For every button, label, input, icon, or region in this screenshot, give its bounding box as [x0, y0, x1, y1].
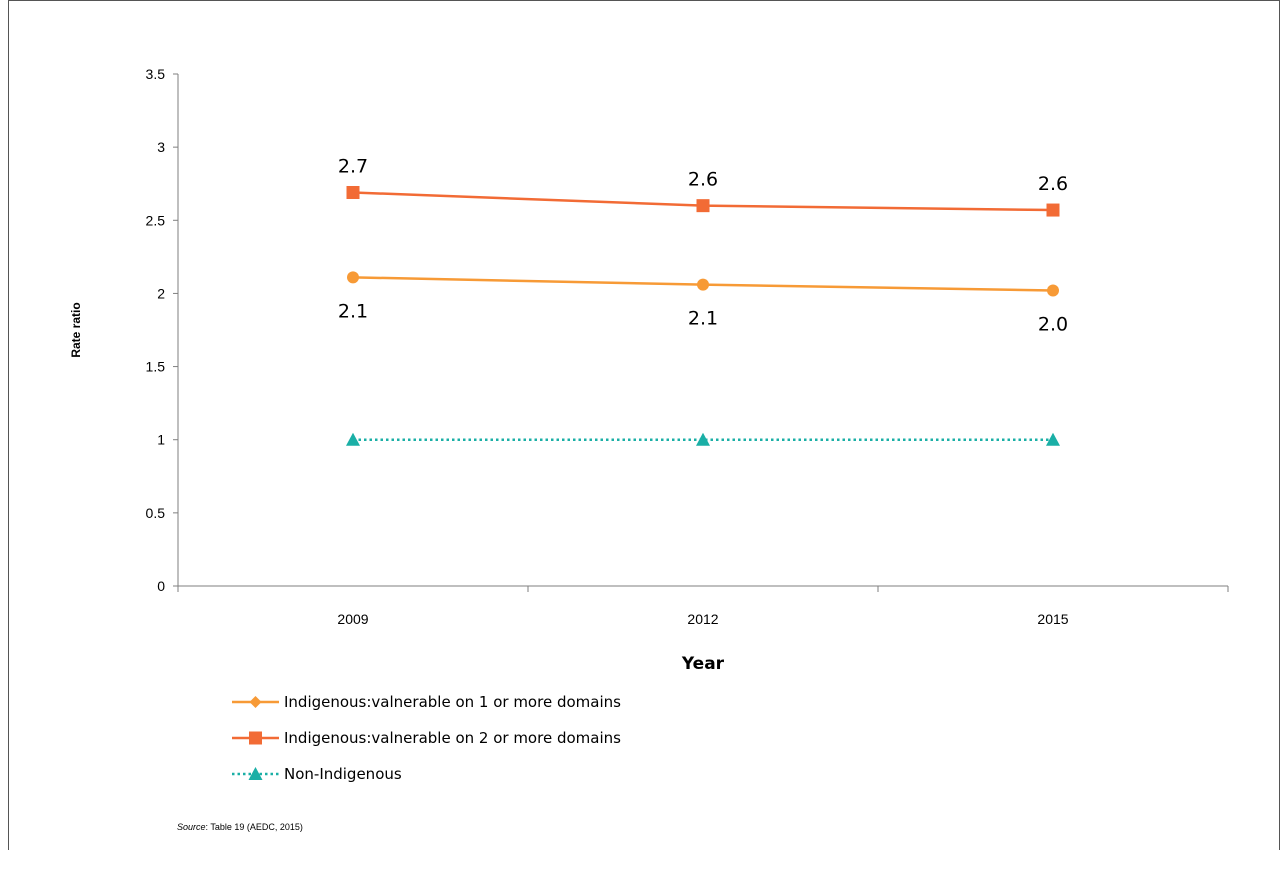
y-tick-label: 3 [157, 139, 165, 155]
y-axis-title: Rate ratio [69, 302, 83, 357]
data-label: 2.6 [688, 169, 718, 191]
data-point [1046, 432, 1060, 446]
legend-label: Indigenous:valnerable on 2 or more domai… [284, 729, 621, 747]
data-label: 2.7 [338, 155, 368, 177]
x-axis-title: Year [681, 654, 725, 674]
chart-frame [8, 0, 1280, 850]
chart-legend: Indigenous:valnerable on 1 or more domai… [232, 693, 621, 783]
y-tick-label: 0.5 [146, 505, 166, 521]
x-tick-label: 2015 [1037, 611, 1068, 627]
data-point [696, 199, 710, 213]
x-tick-label: 2009 [337, 611, 368, 627]
series-1 [347, 271, 1059, 297]
source-note: Source: Table 19 (AEDC, 2015) [177, 822, 303, 832]
data-point [696, 432, 710, 446]
legend-marker [249, 696, 262, 708]
series-2 [346, 185, 1060, 217]
data-point [347, 271, 359, 284]
legend-item: Indigenous:valnerable on 1 or more domai… [232, 693, 621, 711]
series-3 [346, 432, 1060, 446]
data-point [346, 432, 360, 446]
legend-item: Indigenous:valnerable on 2 or more domai… [232, 729, 621, 747]
legend-marker [249, 731, 262, 745]
y-tick-label: 0 [157, 578, 165, 594]
data-label: 2.6 [1038, 173, 1068, 195]
legend-item: Non-Indigenous [232, 765, 402, 783]
data-point [1047, 284, 1059, 297]
y-tick-label: 2.5 [146, 212, 166, 228]
source-prefix: Source [177, 822, 206, 832]
data-point [1046, 203, 1060, 217]
y-tick-label: 1 [157, 432, 165, 448]
y-tick-label: 2 [157, 285, 165, 301]
y-tick-label: 1.5 [146, 359, 166, 375]
chart-axes: 0 0.5 1 1.5 2 2.5 3 3.5 2009 2012 2015 Rate ratio Ye… [69, 66, 1229, 674]
y-tick-label: 3.5 [146, 66, 166, 82]
x-tick-label: 2012 [687, 611, 718, 627]
data-label: 2.1 [338, 300, 368, 322]
chart-series [346, 185, 1060, 446]
data-labels: 2.1 2.1 2.0 2.7 2.6 2.6 [338, 155, 1068, 335]
data-point [346, 185, 360, 199]
legend-marker [248, 767, 263, 780]
legend-label: Indigenous:valnerable on 1 or more domai… [284, 693, 621, 711]
data-label: 2.0 [1038, 314, 1068, 336]
data-label: 2.1 [688, 308, 718, 330]
data-point [697, 278, 709, 291]
legend-label: Non-Indigenous [284, 765, 402, 783]
source-text: : Table 19 (AEDC, 2015) [205, 822, 303, 832]
